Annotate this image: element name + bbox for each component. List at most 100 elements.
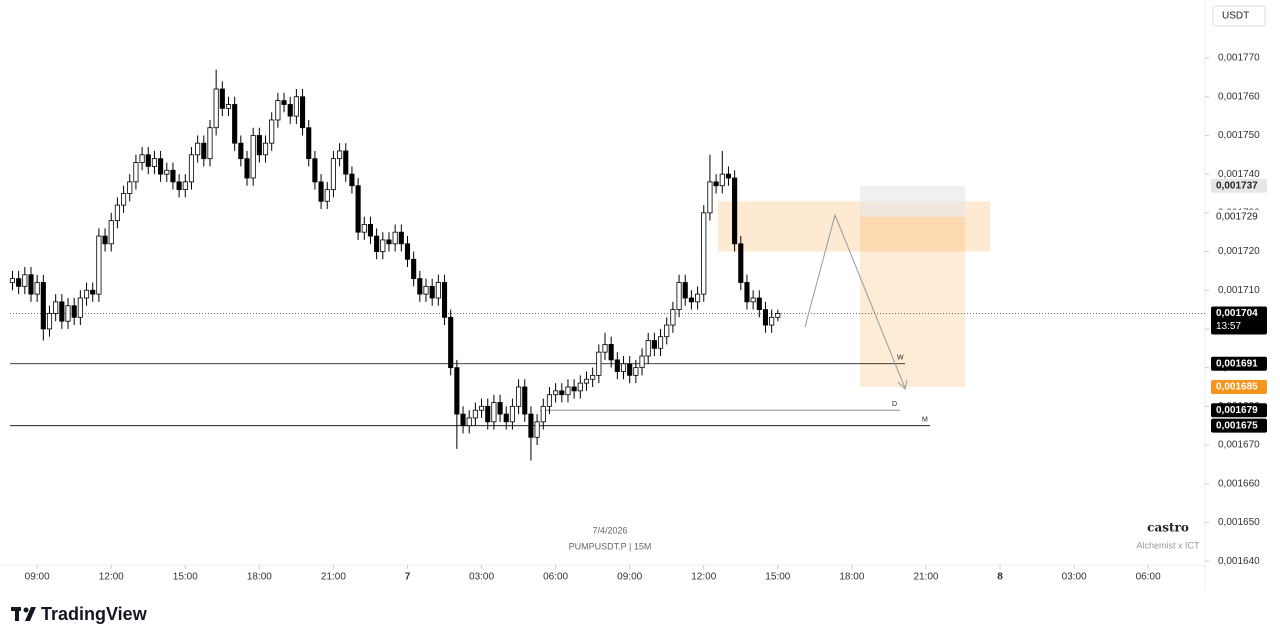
candle-body: [732, 177, 738, 245]
candle-body: [349, 173, 355, 187]
y-tick-label: 0,001640: [1218, 556, 1260, 567]
candle-body: [219, 88, 225, 109]
candle-body: [750, 297, 756, 303]
candle-body: [633, 367, 639, 376]
candle-body: [719, 173, 725, 187]
candle-body: [188, 154, 195, 183]
candle-body: [713, 181, 719, 187]
price-badge-label: 0,001685: [1216, 382, 1258, 393]
candle-body: [553, 390, 559, 396]
candle-body: [620, 363, 627, 372]
candle-body: [762, 309, 769, 326]
candle-body: [775, 313, 781, 318]
candle-body: [583, 378, 590, 384]
candle-body: [670, 309, 676, 326]
candle-body: [269, 119, 275, 144]
candle-body: [281, 100, 287, 105]
candle-body: [682, 282, 688, 299]
logo-mark: [25, 607, 36, 621]
candle-body: [71, 305, 77, 318]
candle-body: [596, 351, 602, 376]
x-tick-label: 18:00: [839, 572, 864, 583]
candle-body: [744, 282, 750, 303]
y-tick-label: 0,001760: [1218, 91, 1260, 102]
candle-body: [306, 127, 312, 160]
candle-body: [337, 150, 343, 160]
y-tick-label: 0,001750: [1218, 130, 1260, 141]
y-tick-label: 0,001740: [1218, 169, 1260, 180]
candle-body: [343, 150, 349, 175]
price-badge-label: 0,001729: [1216, 211, 1258, 222]
author: castro: [1147, 521, 1189, 535]
symbol: PUMPUSDT.P | 15M: [569, 541, 652, 551]
x-tick-label: 03:00: [1062, 572, 1087, 583]
candle-body: [121, 193, 127, 206]
arrow-head: [897, 379, 908, 390]
candle-body: [478, 405, 485, 411]
candle-body: [417, 278, 423, 295]
logo-mark: [23, 607, 29, 613]
candle-body: [133, 162, 139, 183]
candle-body: [540, 405, 546, 423]
x-tick-label: 12:00: [99, 572, 124, 583]
candle-body: [83, 289, 90, 299]
x-tick-label: 7: [405, 572, 411, 583]
currency-box[interactable]: [1212, 5, 1266, 27]
candle-body: [627, 363, 633, 376]
candle-body: [102, 235, 108, 245]
x-tick-label: 12:00: [691, 572, 716, 583]
candle-body: [96, 235, 102, 295]
y-tick-label: 0,001770: [1218, 53, 1260, 64]
candle-body: [182, 181, 188, 191]
candle-body: [201, 142, 207, 160]
candle-body: [207, 127, 213, 160]
candle-body: [9, 278, 16, 283]
countdown: 13:57: [1216, 321, 1241, 332]
candle-body: [244, 158, 250, 179]
candle-body: [170, 169, 176, 183]
currency: USDT: [1222, 11, 1249, 22]
y-tick-label: 0,001660: [1218, 478, 1260, 489]
x-tick-label: 03:00: [469, 572, 494, 583]
x-tick-label: 15:00: [765, 572, 790, 583]
candle-body: [664, 324, 670, 338]
candle-body: [688, 297, 694, 303]
candle-body: [22, 274, 28, 287]
candle-body: [725, 173, 732, 179]
candle-body: [195, 142, 201, 156]
candle-body: [392, 231, 398, 245]
y-tick-label: 0,001720: [1218, 246, 1260, 257]
price-badge-label: 0,001691: [1216, 358, 1258, 369]
candle-body: [509, 405, 515, 423]
x-tick-label: 8: [997, 572, 1003, 583]
candle-body: [404, 243, 411, 260]
candle-body: [367, 224, 374, 237]
candle-body: [293, 96, 299, 117]
candle-body: [460, 413, 466, 427]
candle-body: [287, 104, 293, 117]
brand-logo[interactable]: TradingView: [11, 604, 148, 624]
level-name: W: [897, 355, 904, 362]
candle-body: [503, 413, 509, 423]
candle-body: [90, 289, 96, 295]
candle-body: [769, 316, 775, 326]
candle-body: [318, 181, 324, 202]
candle-body: [411, 258, 417, 280]
candle-body: [466, 417, 472, 427]
candle-body: [435, 282, 441, 299]
candle-body: [16, 278, 22, 287]
candle-body: [429, 285, 435, 299]
candle-body: [528, 413, 534, 438]
candle-body: [28, 274, 34, 295]
price-badge: [1211, 356, 1267, 371]
candle-body: [472, 409, 478, 419]
candle-body: [657, 336, 664, 349]
candle-body: [114, 204, 120, 221]
candle-body: [441, 282, 448, 318]
candle-body: [139, 154, 145, 163]
candle-body: [361, 224, 367, 233]
candle-body: [300, 96, 306, 129]
candle-body: [577, 382, 583, 392]
